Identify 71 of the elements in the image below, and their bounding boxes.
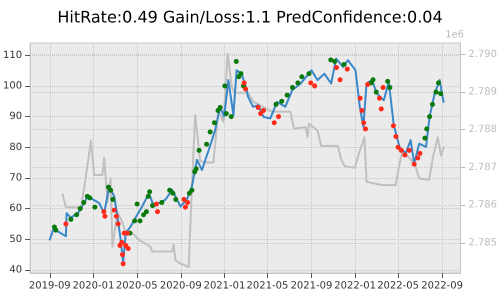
y2-tick-label: 2.789 xyxy=(468,86,498,98)
y-tick-label: 50 xyxy=(9,234,22,245)
y2-tick-label: 2.788 xyxy=(468,124,498,136)
point xyxy=(185,200,190,205)
point xyxy=(406,148,412,153)
x-tick-label: 2020-05 xyxy=(116,280,158,292)
point xyxy=(412,162,417,167)
y-tick-label: 40 xyxy=(9,264,22,276)
point xyxy=(380,84,386,90)
point xyxy=(312,83,318,88)
y-tick-label: 70 xyxy=(9,172,22,184)
x-tick-label: 2022-09 xyxy=(421,280,464,292)
y2-tick-label: 2.790 xyxy=(468,48,498,60)
point xyxy=(182,196,187,202)
text: 1e6 xyxy=(445,30,464,40)
x-tick-label: 2022-01 xyxy=(334,280,376,292)
point xyxy=(102,214,108,219)
point xyxy=(378,106,384,112)
point xyxy=(402,152,408,158)
point xyxy=(393,134,398,140)
point xyxy=(358,96,363,101)
point xyxy=(101,209,106,214)
point xyxy=(398,148,404,153)
y2-tick-label: 2.787 xyxy=(468,162,498,173)
point xyxy=(272,120,277,126)
point xyxy=(119,240,124,245)
point xyxy=(116,221,121,226)
point xyxy=(308,80,314,86)
point xyxy=(63,221,68,226)
point xyxy=(256,104,261,110)
point xyxy=(365,82,370,87)
y-tick-label: 80 xyxy=(9,142,22,153)
point xyxy=(338,77,343,82)
point xyxy=(361,120,366,126)
point xyxy=(112,208,117,213)
point xyxy=(396,144,401,150)
x-tick-label: 2021-05 xyxy=(246,280,288,292)
point xyxy=(258,111,264,116)
point xyxy=(120,261,126,266)
point xyxy=(334,65,340,70)
point xyxy=(376,96,382,101)
point xyxy=(390,123,396,128)
point xyxy=(123,242,128,248)
point xyxy=(363,126,368,132)
y-tick-label: 60 xyxy=(9,203,22,214)
x-tick-label: 2019-09 xyxy=(28,280,71,292)
x-tick-label: 2020-09 xyxy=(160,280,202,292)
point xyxy=(344,66,350,72)
x-tick-label: 2021-01 xyxy=(204,280,246,292)
x-tick-label: 2021-09 xyxy=(290,280,332,292)
y2-tick-label: 2.786 xyxy=(468,200,498,211)
point xyxy=(154,202,159,206)
y-tick-label: 110 xyxy=(2,50,22,61)
point xyxy=(243,86,248,92)
x-tick-label: 2020-01 xyxy=(72,280,114,292)
point xyxy=(260,108,266,113)
point xyxy=(155,209,160,214)
point xyxy=(415,156,420,160)
point xyxy=(359,108,364,113)
y-tick-label: 100 xyxy=(2,80,22,92)
point xyxy=(114,214,119,219)
chart-title: HitRate:0.49 Gain/Loss:1.1 PredConfidence:0.04 xyxy=(57,8,443,26)
point xyxy=(182,204,188,210)
y-tick-label: 90 xyxy=(9,111,22,122)
point xyxy=(242,80,247,86)
point xyxy=(417,150,422,156)
x-tick-label: 2022-05 xyxy=(377,280,419,292)
point xyxy=(276,114,282,120)
point xyxy=(120,252,125,258)
point xyxy=(126,246,131,251)
y2-tick-label: 2.785 xyxy=(468,237,498,248)
